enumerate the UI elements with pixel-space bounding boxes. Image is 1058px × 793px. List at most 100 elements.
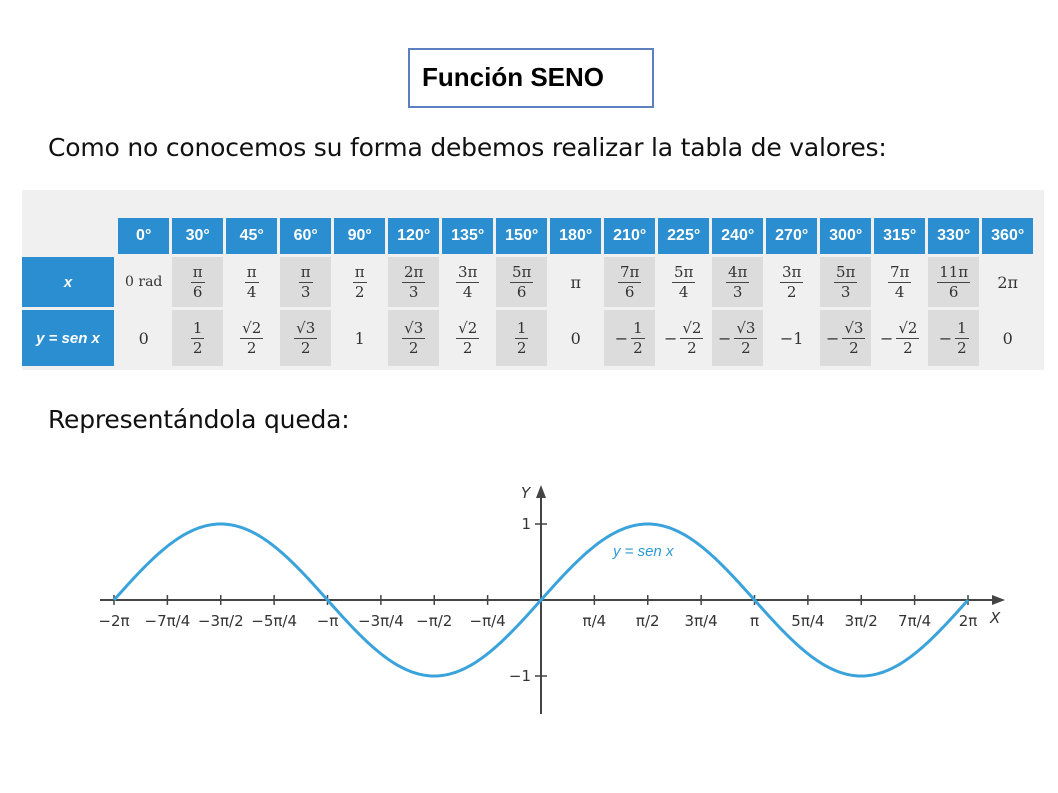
numerator: √3 bbox=[734, 318, 758, 339]
denominator: 3 bbox=[408, 282, 419, 301]
numerator: √3 bbox=[402, 318, 426, 339]
numerator: 4π bbox=[725, 262, 750, 283]
x-cell: 4π 3 bbox=[712, 257, 764, 307]
denominator: 2 bbox=[516, 338, 527, 357]
x-cell: 7π 4 bbox=[874, 257, 925, 307]
denominator: 2 bbox=[408, 338, 419, 357]
fraction: 7π 6 bbox=[617, 264, 642, 300]
denominator: 4 bbox=[678, 282, 689, 301]
cell-value: π bbox=[570, 272, 581, 292]
x-cell: 3π 2 bbox=[766, 257, 817, 307]
y-cell: √2 2 bbox=[442, 310, 493, 366]
cell-value: −1 bbox=[779, 328, 804, 348]
numerator: √3 bbox=[294, 318, 318, 339]
x-cell: 11π 6 bbox=[928, 257, 980, 307]
header-cell: 240° bbox=[712, 218, 764, 254]
x-cell: 5π 3 bbox=[820, 257, 872, 307]
cell-value: 0 bbox=[1002, 328, 1013, 348]
x-tick-label: −π/4 bbox=[470, 612, 506, 630]
denominator: 2 bbox=[687, 338, 697, 357]
cell-value: 2π bbox=[997, 272, 1019, 292]
header-cell: 120° bbox=[388, 218, 440, 254]
y-cell: 0 bbox=[982, 310, 1033, 366]
cell-value: 1 bbox=[354, 328, 365, 348]
header-cell: 210° bbox=[604, 218, 656, 254]
numerator: π bbox=[190, 262, 205, 283]
fraction: 7π 4 bbox=[887, 264, 912, 301]
denominator: 6 bbox=[948, 282, 959, 301]
header-cell: 315° bbox=[874, 218, 926, 254]
x-tick-label: π/4 bbox=[583, 612, 607, 630]
header-cell: 360° bbox=[982, 218, 1034, 254]
denominator: 2 bbox=[903, 338, 913, 357]
fraction: 5π 6 bbox=[509, 262, 534, 300]
x-tick-label: π bbox=[750, 612, 759, 630]
numerator: π bbox=[298, 262, 313, 283]
x-tick-label: −2π bbox=[98, 612, 129, 630]
x-axis-arrow bbox=[992, 595, 1005, 605]
numerator: 1 bbox=[190, 318, 205, 339]
x-tick-label: −3π/2 bbox=[198, 612, 244, 630]
x-cell: 2π bbox=[982, 257, 1033, 307]
denominator: 2 bbox=[741, 338, 751, 357]
fraction: √2 2 bbox=[240, 320, 264, 357]
numerator: √2 bbox=[680, 318, 704, 339]
header-cell: 225° bbox=[658, 218, 710, 254]
cell-value: 0 bbox=[570, 328, 581, 348]
numerator: 1 bbox=[514, 318, 529, 339]
fraction: 5π 4 bbox=[671, 264, 696, 301]
x-cell: 2π 3 bbox=[388, 257, 440, 307]
y-axis-arrow bbox=[536, 485, 546, 498]
fraction: √3 2 bbox=[842, 320, 866, 356]
x-tick-label: −3π/4 bbox=[358, 612, 404, 630]
fraction: √3 2 bbox=[734, 318, 758, 357]
numerator: 5π bbox=[509, 262, 534, 283]
title-box: Función SENO bbox=[408, 48, 654, 108]
fraction: 5π 3 bbox=[833, 264, 858, 300]
x-tick-label: 7π/4 bbox=[898, 612, 931, 630]
numerator: 3π bbox=[455, 262, 480, 283]
numerator: 1 bbox=[631, 318, 645, 339]
header-cell: 30° bbox=[172, 218, 224, 254]
fraction: √2 2 bbox=[680, 318, 704, 357]
fraction: 11π 6 bbox=[937, 264, 971, 301]
x-tick-label: −7π/4 bbox=[145, 612, 191, 630]
denominator: 2 bbox=[957, 338, 967, 357]
header-cell: 150° bbox=[496, 218, 548, 254]
fraction: √3 2 bbox=[294, 318, 318, 356]
denominator: 4 bbox=[894, 282, 905, 301]
y-axis-label: Y bbox=[521, 484, 532, 502]
cell-value: 0 rad bbox=[125, 274, 163, 290]
denominator: 2 bbox=[192, 338, 203, 357]
x-tick-label: −π/2 bbox=[416, 612, 452, 630]
header-cell: 0° bbox=[118, 218, 170, 254]
y-cell: 1 bbox=[334, 310, 385, 366]
fraction: √3 2 bbox=[402, 318, 426, 357]
y-cell: −1 bbox=[766, 310, 817, 366]
x-cell: 7π 6 bbox=[604, 257, 656, 307]
x-tick-label: −π bbox=[317, 612, 339, 630]
denominator: 2 bbox=[246, 338, 257, 357]
header-cell: 45° bbox=[226, 218, 278, 254]
x-cell: 5π 6 bbox=[496, 257, 548, 307]
fraction: √2 2 bbox=[896, 320, 920, 357]
y-cell: −1 2 bbox=[928, 310, 980, 366]
fraction: 4π 3 bbox=[725, 262, 750, 300]
denominator: 2 bbox=[354, 282, 365, 301]
y-cell: − √2 2 bbox=[658, 310, 709, 366]
numerator: π bbox=[244, 262, 259, 283]
y-cell: √3 2 bbox=[280, 310, 332, 366]
y-cell: 0 bbox=[118, 310, 169, 366]
x-cell: 3π 4 bbox=[442, 257, 493, 307]
page-title: Función SENO bbox=[422, 62, 604, 92]
x-cell: π bbox=[550, 257, 601, 307]
sine-graph: X Y −2π −7π/4 −3π/2 −5π/4 −π −3π/4 −π/2 −π/4 π/4 π/… bbox=[98, 484, 1005, 714]
x-tick-label: 3π/2 bbox=[845, 612, 878, 630]
